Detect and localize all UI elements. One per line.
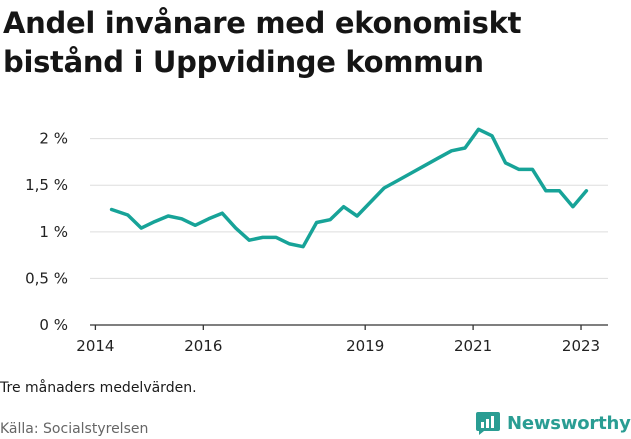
y-tick-label: 0,5 %: [25, 269, 68, 287]
y-tick-label: 0 %: [39, 316, 68, 334]
brand-logo[interactable]: Newsworthy: [475, 409, 631, 437]
x-tick-label: 2021: [454, 337, 492, 355]
chart-title: Andel invånare med ekonomiskt bistånd i …: [3, 6, 522, 79]
x-tick-label: 2019: [346, 337, 384, 355]
x-tick-label: 2023: [562, 337, 600, 355]
chart-note: Tre månaders medelvärden.: [0, 380, 197, 396]
source-text: Källa: Socialstyrelsen: [0, 421, 149, 437]
series-layer: [109, 127, 589, 249]
newsworthy-logo-icon: [476, 412, 500, 435]
line-chart: 0 % 0,5 % 1 % 1,5 % 2 % 2014 2016 2019 2021 2023: [25, 127, 608, 355]
brand-name: Newsworthy: [507, 412, 631, 434]
y-tick-label: 1 %: [39, 223, 68, 241]
x-tick-label: 2016: [184, 337, 222, 355]
x-axis: 2014 2016 2019 2021 2023: [76, 324, 608, 355]
y-tick-label: 2 %: [39, 130, 68, 148]
y-tick-label: 1,5 %: [25, 176, 68, 194]
series-line: [109, 127, 589, 249]
grid-lines: [90, 138, 608, 279]
y-axis-ticks: 0 % 0,5 % 1 % 1,5 % 2 %: [25, 130, 68, 334]
x-tick-label: 2014: [76, 337, 114, 355]
